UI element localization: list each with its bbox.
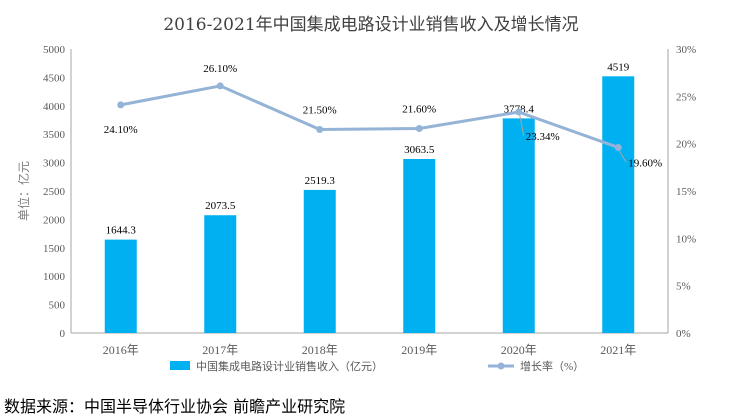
y-tick-label: 500 bbox=[49, 300, 66, 312]
growth-line bbox=[120, 84, 619, 149]
growth-point bbox=[216, 82, 224, 90]
x-tick-label: 2018年 bbox=[302, 343, 338, 357]
y2-tick-label: 5% bbox=[676, 281, 691, 293]
y-tick-label: 2000 bbox=[43, 214, 66, 226]
legend-swatch-bar bbox=[170, 361, 190, 370]
x-tick-label: 2020年 bbox=[501, 343, 537, 357]
y2-tick-label: 10% bbox=[676, 233, 696, 245]
y-tick-label: 1000 bbox=[43, 271, 66, 283]
y2-tick-label: 0% bbox=[676, 328, 691, 340]
y-tick-label: 2500 bbox=[43, 186, 66, 198]
growth-value-label: 23.34% bbox=[526, 131, 560, 143]
growth-value-label: 21.60% bbox=[402, 104, 436, 116]
bar bbox=[403, 158, 436, 333]
y-tick-label: 5000 bbox=[43, 44, 66, 56]
bar bbox=[204, 215, 237, 333]
growth-point bbox=[515, 108, 523, 116]
growth-point bbox=[614, 143, 622, 151]
y-tick-label: 1500 bbox=[43, 243, 66, 255]
bar-value-label: 2073.5 bbox=[205, 200, 236, 212]
x-tick-label: 2019年 bbox=[401, 343, 437, 357]
y2-tick-label: 20% bbox=[676, 139, 696, 151]
bar bbox=[602, 76, 635, 333]
x-tick-label: 2016年 bbox=[103, 343, 139, 357]
bar bbox=[303, 189, 336, 333]
growth-point bbox=[117, 101, 125, 109]
growth-value-label: 21.50% bbox=[303, 104, 337, 116]
growth-point bbox=[415, 125, 423, 133]
bar-value-label: 3063.5 bbox=[404, 144, 435, 156]
bar-value-label: 4519 bbox=[607, 61, 630, 73]
label-leader-line bbox=[618, 150, 627, 163]
bar bbox=[104, 239, 137, 333]
legend-label-line: 增长率（%） bbox=[520, 359, 584, 373]
bar bbox=[502, 118, 535, 334]
y-axis-title: 单位：亿元 bbox=[16, 161, 31, 221]
legend-swatch-marker bbox=[497, 362, 505, 370]
growth-point bbox=[316, 125, 324, 133]
growth-value-label: 19.60% bbox=[628, 157, 662, 169]
growth-value-label: 26.10% bbox=[203, 63, 237, 75]
x-tick-label: 2017年 bbox=[202, 343, 238, 357]
y2-tick-label: 15% bbox=[676, 186, 696, 198]
label-leader-line bbox=[519, 114, 525, 137]
y-tick-label: 4500 bbox=[43, 72, 66, 84]
source-note: 数据来源：中国半导体行业协会 前瞻产业研究院 bbox=[4, 397, 346, 416]
y-tick-label: 0 bbox=[60, 328, 66, 340]
y-tick-label: 3500 bbox=[43, 129, 66, 141]
bar-value-label: 1644.3 bbox=[106, 225, 137, 237]
y-tick-label: 3000 bbox=[43, 158, 66, 170]
y-tick-label: 4000 bbox=[43, 101, 66, 113]
chart-title: 2016-2021年中国集成电路设计业销售收入及增长情况 bbox=[163, 15, 579, 35]
bar-value-label: 2519.3 bbox=[305, 175, 336, 187]
legend-label-bar: 中国集成电路设计业销售收入（亿元） bbox=[196, 359, 383, 373]
growth-value-label: 24.10% bbox=[104, 124, 138, 136]
y2-tick-label: 30% bbox=[676, 44, 696, 56]
y2-tick-label: 25% bbox=[676, 91, 696, 103]
x-tick-label: 2021年 bbox=[600, 343, 636, 357]
